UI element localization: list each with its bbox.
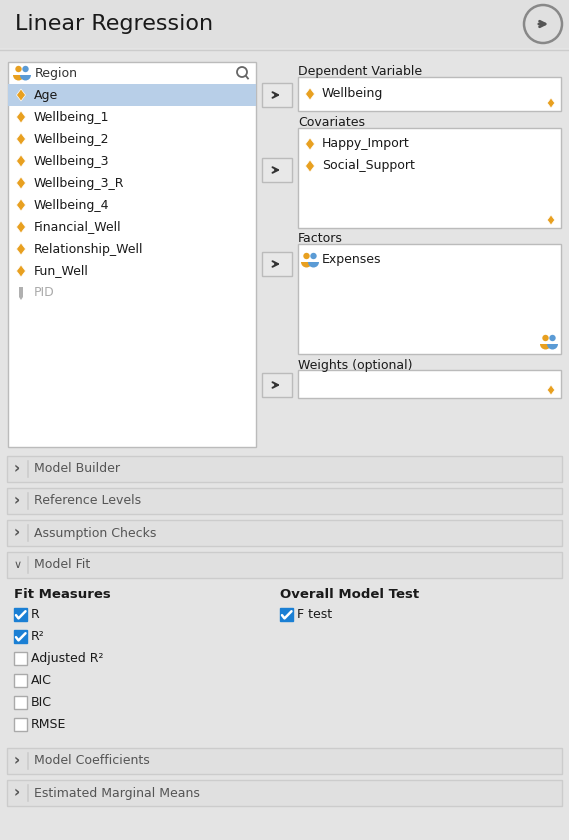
Text: BIC: BIC (31, 696, 52, 709)
FancyBboxPatch shape (298, 244, 561, 354)
Text: Region: Region (35, 66, 78, 80)
Text: Social_Support: Social_Support (322, 160, 415, 172)
Text: Model Coefficients: Model Coefficients (34, 754, 150, 768)
Text: ›: › (14, 493, 20, 508)
Text: Overall Model Test: Overall Model Test (280, 587, 419, 601)
Polygon shape (547, 215, 555, 225)
FancyBboxPatch shape (8, 84, 256, 106)
Text: RMSE: RMSE (31, 718, 67, 731)
Circle shape (22, 66, 28, 72)
Text: Model Builder: Model Builder (34, 463, 120, 475)
Text: ›: › (14, 785, 20, 801)
Polygon shape (306, 88, 315, 100)
FancyBboxPatch shape (280, 608, 293, 621)
FancyBboxPatch shape (0, 0, 569, 48)
Polygon shape (17, 199, 26, 211)
Polygon shape (547, 98, 555, 108)
FancyBboxPatch shape (298, 370, 561, 398)
FancyBboxPatch shape (298, 128, 561, 228)
Text: F test: F test (297, 608, 332, 621)
Text: Dependent Variable: Dependent Variable (298, 66, 422, 78)
Text: Adjusted R²: Adjusted R² (31, 652, 104, 665)
FancyBboxPatch shape (14, 652, 27, 665)
Text: ›: › (14, 461, 20, 476)
Text: Wellbeing: Wellbeing (322, 87, 384, 101)
Text: Wellbeing_2: Wellbeing_2 (34, 133, 109, 145)
Text: Covariates: Covariates (298, 117, 365, 129)
Circle shape (542, 335, 549, 341)
FancyBboxPatch shape (8, 62, 256, 447)
Polygon shape (306, 138, 315, 150)
Polygon shape (547, 385, 555, 395)
Wedge shape (13, 75, 24, 81)
Text: R: R (31, 608, 40, 621)
FancyBboxPatch shape (262, 252, 292, 276)
FancyBboxPatch shape (7, 488, 562, 514)
Text: Relationship_Well: Relationship_Well (34, 243, 143, 255)
Text: PID: PID (34, 286, 55, 300)
FancyBboxPatch shape (14, 718, 27, 731)
Text: Wellbeing_3_R: Wellbeing_3_R (34, 176, 125, 190)
FancyBboxPatch shape (14, 630, 27, 643)
Wedge shape (308, 262, 319, 267)
FancyBboxPatch shape (262, 158, 292, 182)
FancyBboxPatch shape (262, 373, 292, 397)
FancyBboxPatch shape (298, 77, 561, 111)
Polygon shape (17, 243, 26, 255)
Text: Wellbeing_1: Wellbeing_1 (34, 111, 109, 123)
Text: Weights (optional): Weights (optional) (298, 359, 413, 371)
Wedge shape (540, 344, 551, 349)
Polygon shape (17, 177, 26, 189)
Polygon shape (306, 160, 315, 172)
Text: Fit Measures: Fit Measures (14, 587, 111, 601)
Polygon shape (17, 89, 26, 101)
FancyBboxPatch shape (262, 83, 292, 107)
Text: Age: Age (34, 88, 58, 102)
Text: Assumption Checks: Assumption Checks (34, 527, 156, 539)
Polygon shape (17, 221, 26, 233)
Wedge shape (20, 75, 31, 81)
Polygon shape (17, 265, 26, 277)
Text: Linear Regression: Linear Regression (15, 14, 213, 34)
FancyBboxPatch shape (7, 552, 562, 578)
FancyBboxPatch shape (7, 520, 562, 546)
Text: Factors: Factors (298, 233, 343, 245)
FancyBboxPatch shape (14, 608, 27, 621)
Polygon shape (19, 287, 23, 300)
Polygon shape (17, 111, 26, 123)
Text: Expenses: Expenses (322, 254, 381, 266)
Text: Reference Levels: Reference Levels (34, 495, 141, 507)
Text: Fun_Well: Fun_Well (34, 265, 89, 277)
Circle shape (303, 253, 310, 260)
Text: R²: R² (31, 630, 45, 643)
FancyBboxPatch shape (7, 780, 562, 806)
Text: ›: › (14, 753, 20, 769)
Polygon shape (17, 133, 26, 145)
FancyBboxPatch shape (14, 674, 27, 687)
Wedge shape (547, 344, 558, 349)
FancyBboxPatch shape (14, 696, 27, 709)
Text: ∨: ∨ (14, 560, 22, 570)
FancyBboxPatch shape (7, 748, 562, 774)
Text: Financial_Well: Financial_Well (34, 220, 122, 234)
Wedge shape (301, 262, 312, 267)
Circle shape (310, 253, 317, 260)
Polygon shape (17, 155, 26, 167)
Text: Wellbeing_3: Wellbeing_3 (34, 155, 109, 167)
FancyBboxPatch shape (7, 456, 562, 482)
Text: ›: › (14, 526, 20, 540)
Text: Wellbeing_4: Wellbeing_4 (34, 198, 109, 212)
Text: Estimated Marginal Means: Estimated Marginal Means (34, 786, 200, 800)
Circle shape (549, 335, 556, 341)
Text: Model Fit: Model Fit (34, 559, 90, 571)
Text: Happy_Import: Happy_Import (322, 138, 410, 150)
Circle shape (15, 66, 22, 72)
Text: AIC: AIC (31, 674, 52, 687)
